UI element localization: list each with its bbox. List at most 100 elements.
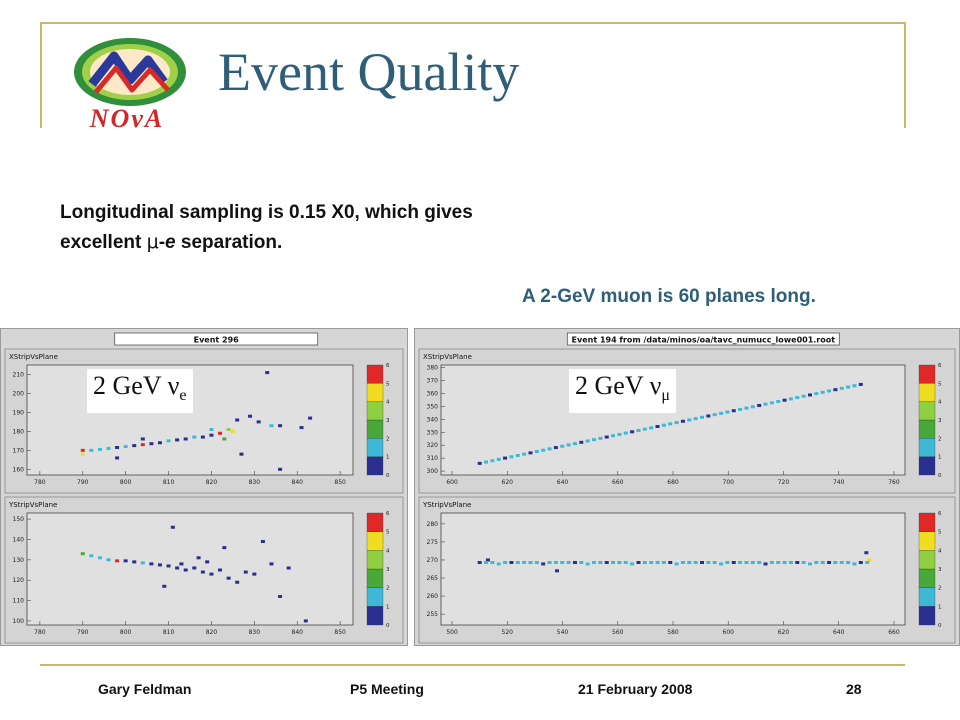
electron-yview-scale-band <box>366 531 384 551</box>
muon-yview-hit <box>485 558 490 562</box>
electron-xview-hit <box>308 416 313 420</box>
muon-yview-hit <box>484 560 489 564</box>
muon-yview-hit <box>555 569 559 573</box>
electron-yview-x-tick-label: 790 <box>77 629 89 636</box>
electron-yview-scale-band <box>366 550 384 570</box>
electron-yview-x-tick-label: 820 <box>206 629 218 636</box>
muon-xview-hit <box>814 392 819 396</box>
muon-yview-hit <box>864 551 869 555</box>
muon-xview-hit <box>674 421 679 425</box>
muon-xview-scale-label: 2 <box>938 436 942 442</box>
muon-yview-scale-band <box>918 606 936 626</box>
muon-xview-scale-band <box>918 419 936 439</box>
electron-yview-x-tick-label: 810 <box>163 629 175 636</box>
muon-xview-y-tick-label: 370 <box>427 378 439 385</box>
electron-xview-hit <box>256 420 261 424</box>
body-line-1: Longitudinal sampling is 0.15 X0, which … <box>60 202 473 223</box>
electron-yview-hit <box>132 560 137 564</box>
electron-yview-x-tick-label: 850 <box>334 629 346 636</box>
electron-xview-hit <box>209 427 214 431</box>
muon-xview-hit <box>668 422 673 426</box>
muon-xview-hit <box>782 398 787 402</box>
electron-event-title: Event 296 <box>194 336 240 345</box>
footer-meeting: P5 Meeting <box>350 681 424 697</box>
muon-yview-hit <box>769 560 774 564</box>
electron-yview-scale-band <box>366 587 384 607</box>
muon-yview-hit <box>827 560 832 564</box>
electron-xview-scale-label: 3 <box>386 418 390 424</box>
electron-yview-x-tick-label: 800 <box>120 629 132 636</box>
electron-badge-text: 2 GeV ν <box>93 371 180 400</box>
electron-yview-hit <box>162 584 167 588</box>
electron-xview-hit <box>226 427 231 431</box>
electron-event-display: Event 296 XStripVsPlane 780 790 800 810 820 830… <box>4 332 404 644</box>
muon-xview-scale-band <box>918 456 936 476</box>
muon-yview-hit <box>566 560 571 564</box>
electron-xview-x-tick-label: 800 <box>120 479 132 486</box>
electron-yview-hit <box>179 562 184 566</box>
electron-yview-hit <box>149 562 154 566</box>
muon-yview-hit <box>515 560 520 564</box>
muon-xview-hit <box>757 403 762 407</box>
muon-yview-hit <box>852 562 857 566</box>
electron-yview-scale-band <box>366 512 384 532</box>
body-line-2-suffix: separation. <box>175 232 283 253</box>
mu-symbol: μ <box>146 231 159 253</box>
muon-xview-hit <box>636 428 641 432</box>
muon-xview-y-tick-label: 340 <box>427 416 439 423</box>
electron-yview-scale-label: 4 <box>386 548 390 554</box>
electron-yview-hit <box>80 552 85 556</box>
frame-left-line <box>40 22 42 128</box>
electron-yview-y-tick-label: 120 <box>13 577 25 584</box>
electron-xview-hit <box>106 446 111 450</box>
muon-event-title-box <box>566 332 840 346</box>
muon-yview-hit <box>801 560 806 564</box>
muon-xview-scale-label: 3 <box>938 418 942 424</box>
muon-xview-hit <box>547 447 552 451</box>
muon-yview-x-tick-label: 660 <box>888 629 900 636</box>
electron-yview-scale-band <box>366 606 384 626</box>
electron-yview-scale-label: 5 <box>386 530 390 536</box>
muon-yview-hit <box>649 560 654 564</box>
electron-xview-hit <box>235 418 240 422</box>
electron-yview-hit <box>252 572 257 576</box>
muon-yview-hit <box>820 560 825 564</box>
muon-xview-hit <box>725 410 730 414</box>
muon-yview-hit <box>833 560 838 564</box>
electron-xview-hit <box>183 437 188 441</box>
electron-xview-scale-band <box>366 401 384 421</box>
electron-xview-hit <box>157 441 162 445</box>
hyphen: - <box>158 232 166 253</box>
electron-xview-hit <box>278 424 283 428</box>
electron-xview-hit <box>149 442 154 446</box>
e-symbol: e <box>165 232 176 253</box>
muon-yview-y-tick-label: 280 <box>427 521 439 528</box>
muon-xview-hit <box>807 393 812 397</box>
electron-yview-hit <box>183 568 188 572</box>
muon-yview-hit <box>604 560 609 564</box>
muon-yview-hit <box>763 562 768 566</box>
muon-xview-x-tick-label: 700 <box>723 479 735 486</box>
electron-xview-scale-label: 4 <box>386 400 390 406</box>
muon-xview-y-tick-label: 380 <box>427 365 439 372</box>
muon-yview-hit <box>541 562 546 566</box>
electron-yview-y-tick-label: 110 <box>13 598 25 605</box>
muon-yview-scale-band <box>918 568 936 588</box>
muon-xview-hit <box>655 425 660 429</box>
slide-title: Event Quality <box>218 42 520 102</box>
electron-xview-y-tick-label: 170 <box>13 447 25 454</box>
electron-xview-scale-label: 6 <box>386 363 390 369</box>
electron-xview-hit <box>132 444 137 448</box>
footer-date: 21 February 2008 <box>578 681 693 697</box>
electron-xview-scale-band <box>366 456 384 476</box>
electron-xview-hit <box>80 448 85 452</box>
muon-yview-scale-band <box>918 587 936 607</box>
muon-badge-sub: μ <box>661 387 670 405</box>
event-panel-muon: Event 194 from /data/minos/oa/tavc_numuc… <box>414 328 960 646</box>
electron-yview-label: YStripVsPlane <box>8 501 57 509</box>
muon-yview-scale-label: 3 <box>938 567 942 573</box>
muon-xview-scale-band <box>918 364 936 384</box>
muon-xview-label: XStripVsPlane <box>423 353 472 361</box>
muon-yview-hit <box>788 560 793 564</box>
muon-yview-hit <box>668 560 673 564</box>
